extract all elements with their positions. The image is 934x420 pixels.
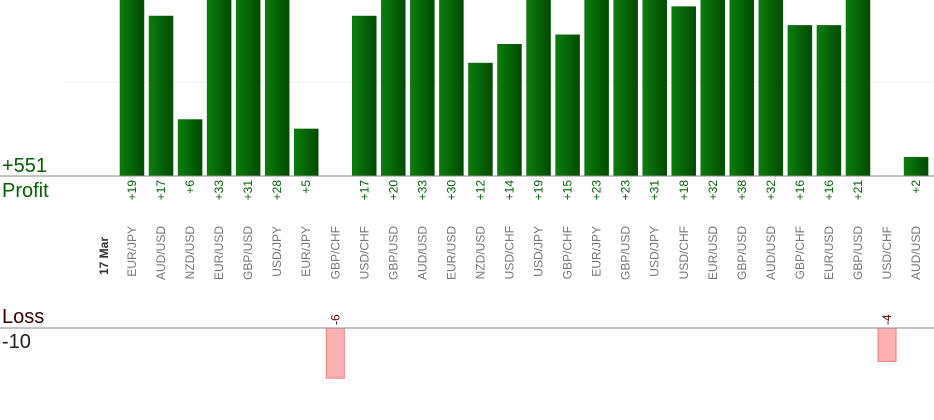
profit-bar bbox=[816, 25, 842, 176]
x-tick-label: AUD/USD bbox=[764, 226, 778, 280]
x-tick-label: GBP/CHF bbox=[328, 226, 342, 279]
date-label: 17 Mar bbox=[97, 237, 111, 275]
x-tick-label: NZD/USD bbox=[473, 226, 487, 280]
profit-bar bbox=[468, 62, 493, 176]
profit-bar bbox=[439, 0, 464, 176]
profit-value-label: +2 bbox=[909, 180, 923, 194]
profit-value-label: +31 bbox=[241, 180, 255, 201]
profit-bar bbox=[410, 0, 435, 176]
profit-value-label: +32 bbox=[706, 180, 720, 201]
x-tick-label: USD/CHF bbox=[677, 226, 691, 279]
loss-bars bbox=[325, 328, 897, 379]
profit-scale-label: +551 bbox=[2, 155, 47, 177]
x-tick-label: EUR/USD bbox=[822, 226, 836, 280]
x-tick-label: GBP/USD bbox=[241, 226, 255, 280]
profit-value-label: +23 bbox=[619, 180, 633, 201]
profit-value-label: +23 bbox=[590, 180, 604, 201]
profit-value-label: +33 bbox=[415, 180, 429, 201]
x-tick-label: AUD/USD bbox=[909, 226, 923, 280]
x-tick-label: EUR/USD bbox=[444, 226, 458, 280]
profit-bar bbox=[235, 0, 261, 176]
profit-value-label: +17 bbox=[357, 180, 371, 201]
loss-value-label: -4 bbox=[880, 314, 894, 325]
profit-bar bbox=[381, 0, 406, 176]
x-tick-label: AUD/USD bbox=[415, 226, 429, 280]
x-tick-label: GBP/CHF bbox=[793, 226, 807, 279]
x-tick-label: NZD/USD bbox=[183, 226, 197, 280]
x-tick-label: USD/CHF bbox=[503, 226, 517, 279]
profit-bars bbox=[119, 0, 929, 176]
x-tick-label: GBP/USD bbox=[851, 226, 865, 280]
x-tick-label: EUR/JPY bbox=[590, 226, 604, 277]
x-tick-label: GBP/CHF bbox=[561, 226, 575, 279]
profit-bar bbox=[584, 0, 609, 176]
profit-value-label: +21 bbox=[851, 180, 865, 201]
profit-bar bbox=[497, 43, 522, 176]
profit-value-label: +18 bbox=[677, 180, 691, 201]
profit-value-label: +28 bbox=[270, 180, 284, 201]
x-tick-label: GBP/USD bbox=[386, 226, 400, 280]
x-tick-label: EUR/USD bbox=[706, 226, 720, 280]
profit-bar bbox=[148, 15, 174, 176]
profit-bar bbox=[264, 0, 290, 176]
x-tick-label: GBP/USD bbox=[735, 226, 749, 280]
profit-bar bbox=[787, 25, 813, 176]
x-tick-label: USD/JPY bbox=[270, 226, 284, 277]
x-tick-label: USD/CHF bbox=[357, 226, 371, 279]
profit-value-label: +19 bbox=[532, 180, 546, 201]
profit-value-label: +32 bbox=[764, 180, 778, 201]
profit-bar bbox=[177, 119, 203, 176]
profit-value-label: +19 bbox=[125, 180, 139, 201]
profit-bar bbox=[526, 0, 551, 176]
profit-bar bbox=[903, 156, 929, 176]
profit-bar bbox=[293, 128, 319, 176]
profit-value-label: +16 bbox=[793, 180, 807, 201]
profit-value-label: +12 bbox=[473, 180, 487, 201]
profit-bar bbox=[206, 0, 232, 176]
profit-value-label: +31 bbox=[648, 180, 662, 201]
profit-bar bbox=[555, 34, 580, 176]
profit-bar bbox=[352, 15, 377, 176]
x-tick-label: AUD/USD bbox=[154, 226, 168, 280]
profit-bar bbox=[700, 0, 726, 176]
x-tick-label: USD/JPY bbox=[648, 226, 662, 277]
x-tick-label: GBP/USD bbox=[619, 226, 633, 280]
profit-value-label: +33 bbox=[212, 180, 226, 201]
profit-value-label: +17 bbox=[154, 180, 168, 201]
loss-scale-label: -10 bbox=[2, 331, 31, 353]
loss-value-label: -6 bbox=[328, 314, 342, 325]
x-tick-label: USD/JPY bbox=[532, 226, 546, 277]
profit-bar bbox=[671, 6, 697, 176]
x-tick-label: USD/CHF bbox=[880, 226, 894, 279]
profit-value-label: +5 bbox=[299, 180, 313, 194]
profit-value-label: +20 bbox=[386, 180, 400, 201]
x-tick-label: EUR/USD bbox=[212, 226, 226, 280]
profit-bar bbox=[729, 0, 755, 176]
profit-bar bbox=[642, 0, 667, 176]
profit-value-label: +30 bbox=[444, 180, 458, 201]
loss-bar bbox=[325, 328, 345, 379]
loss-legend: Loss bbox=[2, 306, 44, 328]
profit-bar bbox=[119, 0, 145, 176]
profit-bar bbox=[845, 0, 871, 176]
x-tick-label: EUR/JPY bbox=[125, 226, 139, 277]
profit-bar bbox=[758, 0, 784, 176]
profit-value-label: +15 bbox=[561, 180, 575, 201]
profit-value-label: +16 bbox=[822, 180, 836, 201]
profit-value-label: +6 bbox=[183, 180, 197, 194]
profit-value-label: +14 bbox=[503, 180, 517, 201]
profit-legend: Profit bbox=[2, 180, 49, 202]
x-tick-label: EUR/JPY bbox=[299, 226, 313, 277]
profit-value-label: +38 bbox=[735, 180, 749, 201]
loss-bar bbox=[877, 328, 897, 362]
profit-bar bbox=[613, 0, 638, 176]
